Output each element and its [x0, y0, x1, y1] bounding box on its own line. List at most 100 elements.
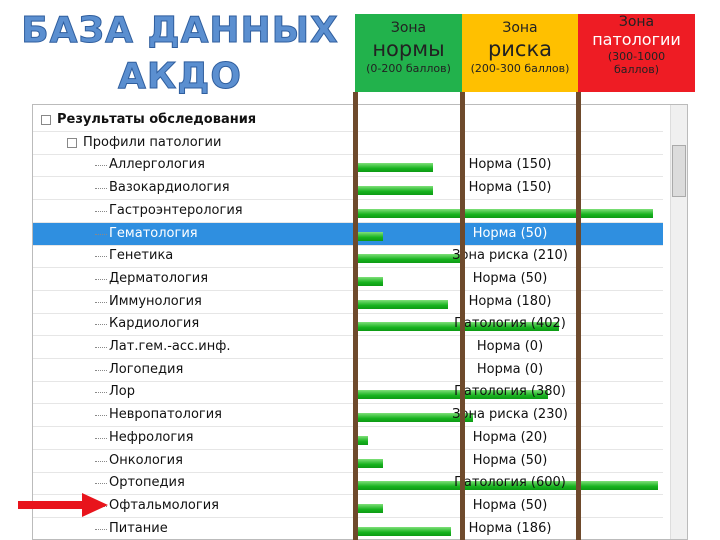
score-label: Норма (180): [468, 293, 552, 309]
item-name: Вазокардиология: [109, 180, 230, 196]
tree-connector: [95, 188, 107, 190]
title-line: БАЗА ДАННЫХ: [21, 10, 339, 52]
tree-node[interactable]: Результаты обследования: [33, 109, 663, 132]
item-name: Лат.гем.-асс.инф.: [109, 339, 231, 354]
node-text: Результаты обследования: [57, 112, 257, 127]
tree-item[interactable]: Питание: [33, 518, 663, 539]
score-bar: [358, 276, 383, 286]
tree-item[interactable]: Иммунология: [33, 291, 663, 314]
title-line: АКДО: [118, 56, 242, 98]
tree-item[interactable]: Генетика: [33, 245, 663, 269]
score-bar: [358, 526, 451, 536]
item-name: Гематология: [109, 225, 198, 241]
tree-panel: Результаты обследования Профили патологии…: [32, 104, 688, 540]
zone-word: Зона: [390, 20, 427, 36]
tree-item[interactable]: Невропатология: [33, 404, 663, 428]
zone-range: (300-1000 баллов): [607, 50, 666, 76]
item-name: Офтальмология: [109, 497, 219, 513]
item-name: Аллергология: [109, 157, 205, 173]
tree-item[interactable]: Аллергология: [33, 154, 663, 178]
zone-range: (0-200 баллов): [366, 62, 451, 75]
expander: [67, 137, 77, 148]
item-name: Иммунология: [109, 293, 202, 309]
zone-word: Зона: [618, 14, 655, 30]
score-label: Норма (150): [468, 157, 552, 173]
zone-range: (200-300 баллов): [470, 62, 570, 75]
tree-connector: [95, 528, 107, 530]
zone-name: нормы: [372, 37, 445, 61]
zone-divider: [353, 92, 358, 540]
zone-name: патологии: [592, 30, 681, 49]
zone-header: Зона нормы (0-200 баллов): [355, 14, 462, 92]
score-bar: [358, 299, 448, 309]
tree-connector: [95, 369, 107, 371]
score-bar: [358, 322, 559, 332]
tree-node[interactable]: Профили патологии: [33, 132, 663, 155]
score-bar: [358, 390, 548, 400]
tree-item[interactable]: Лор: [33, 381, 663, 405]
tree-item[interactable]: Онкология: [33, 450, 663, 473]
score-bar: [358, 254, 463, 264]
item-name: Онкология: [109, 452, 183, 468]
tree-item[interactable]: Логопедия: [33, 359, 663, 382]
tree-connector: [95, 415, 107, 417]
tree-item[interactable]: Дерматология: [33, 268, 663, 291]
tree-connector: [95, 324, 107, 326]
score-label: Норма (0): [476, 339, 544, 354]
tree-connector: [95, 437, 107, 439]
zone-name: риска: [487, 37, 553, 61]
score-bar: [358, 186, 433, 196]
scrollbar[interactable]: [670, 105, 687, 539]
tree-item[interactable]: Гематология: [33, 222, 663, 246]
pointer-layer: [18, 492, 108, 517]
scroll-thumb[interactable]: [672, 145, 686, 197]
score-label: Норма (186): [468, 520, 552, 536]
item-name: Гастроэнтерология: [109, 202, 243, 218]
score-bar: [358, 163, 433, 173]
score-bar: [358, 208, 653, 218]
item-name: Дерматология: [109, 270, 209, 286]
tree-connector: [95, 301, 107, 303]
item-name: Кардиология: [109, 316, 200, 332]
score-label: Патология (402): [454, 316, 566, 332]
score-label: Зона риска (210): [452, 248, 568, 264]
score-label: Норма (150): [468, 180, 552, 196]
tree-connector: [95, 347, 107, 348]
score-label: Норма (50): [472, 497, 548, 513]
tree-connector: [95, 483, 107, 485]
node-text: Профили патологии: [83, 134, 222, 150]
zone-divider: [576, 92, 581, 540]
score-label: Патология (380): [454, 384, 566, 400]
score-bar: [358, 458, 383, 468]
zone-divider: [460, 92, 465, 540]
tree-connector: [95, 210, 107, 212]
tree-item[interactable]: Кардиология: [33, 313, 663, 337]
tree-item[interactable]: Вазокардиология: [33, 177, 663, 201]
item-name: Невропатология: [109, 407, 222, 423]
score-bar: [358, 231, 383, 241]
item-name: Нефрология: [109, 429, 194, 445]
item-name: Лор: [109, 384, 135, 400]
score-bar: [358, 413, 473, 423]
tree-connector: [95, 165, 107, 167]
tree-connector: [95, 392, 107, 394]
tree-item[interactable]: Гастроэнтерология: [33, 200, 663, 223]
tree-item[interactable]: Лат.гем.-асс.инф.: [33, 336, 663, 359]
score-label: Норма (50): [472, 452, 548, 468]
zone-header: Зона патологии (300-1000 баллов): [578, 14, 695, 92]
score-label: Норма (0): [476, 361, 544, 377]
zone-word: Зона: [502, 20, 538, 36]
pointer-arrow: [18, 492, 108, 517]
tree-item[interactable]: Ортопедия: [33, 472, 663, 496]
score-label: Норма (20): [472, 429, 548, 445]
tree-connector: [95, 460, 107, 462]
item-name: Ортопедия: [109, 475, 185, 491]
score-label: Норма (50): [472, 270, 548, 286]
score-label: Норма (50): [472, 225, 548, 241]
expander: [41, 115, 51, 125]
tree-item[interactable]: Нефрология: [33, 427, 663, 450]
item-name: Генетика: [109, 248, 174, 264]
score-bar: [358, 435, 368, 445]
score-bar: [358, 481, 658, 491]
